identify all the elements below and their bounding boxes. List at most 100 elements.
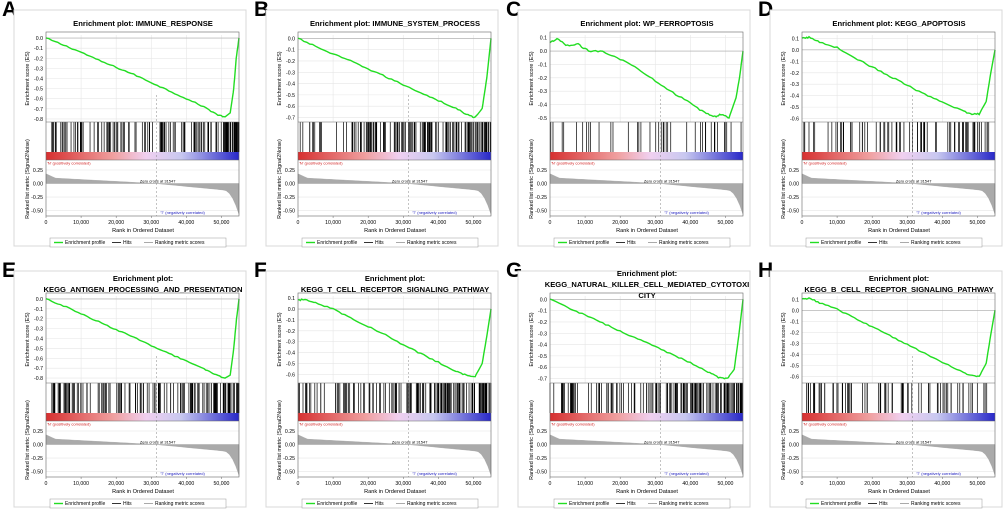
metric-tick-label: 0.00 bbox=[789, 443, 799, 449]
rank-color-bar bbox=[802, 152, 995, 160]
y-axis-label-metric: Ranked list metric (Signal2Noise) bbox=[529, 400, 535, 480]
negative-correlation-label: 'T' (negatively correlated) bbox=[664, 471, 709, 476]
legend-hits-label: Hits bbox=[123, 501, 132, 507]
legend-profile-label: Enrichment profile bbox=[569, 240, 610, 246]
es-tick-label: -0.4 bbox=[538, 343, 547, 349]
es-tick-label: -0.2 bbox=[790, 71, 799, 77]
x-tick-label: 10,000 bbox=[325, 481, 341, 487]
metric-tick-label: 0.00 bbox=[285, 182, 295, 188]
legend-box bbox=[553, 498, 731, 509]
metric-tick-label: -0.25 bbox=[787, 456, 799, 462]
metric-tick-label: -0.50 bbox=[283, 470, 295, 476]
metric-tick-label: -0.50 bbox=[787, 209, 799, 215]
plot-frame bbox=[801, 31, 996, 217]
panel-letter: B bbox=[254, 0, 270, 21]
x-tick-label: 0 bbox=[45, 220, 48, 226]
y-axis-label-es: Enrichment score (ES) bbox=[781, 312, 787, 366]
metric-tick-label: 0.00 bbox=[789, 182, 799, 188]
metric-tick-label: -0.25 bbox=[283, 195, 295, 201]
legend-hits-label: Hits bbox=[375, 240, 384, 246]
rank-color-bar bbox=[550, 152, 743, 160]
x-tick-label: 40,000 bbox=[934, 481, 950, 487]
enrichment-chart: Enrichment plot: KEGG_B_CELL_RECEPTOR_SIG… bbox=[769, 270, 1003, 509]
es-tick-label: 0.0 bbox=[792, 308, 799, 314]
enrichment-chart: Enrichment plot: KEGG_NATURAL_KILLER_CELL… bbox=[517, 269, 751, 509]
x-tick-label: 30,000 bbox=[899, 220, 915, 226]
rank-color-bar bbox=[802, 413, 995, 421]
gsea-panel-e: E Enrichment plot: KEGG_ANTIGEN_PROCESSING… bbox=[0, 259, 252, 522]
legend-box bbox=[49, 237, 227, 248]
y-axis-label-metric: Ranked list metric (Signal2Noise) bbox=[781, 139, 787, 219]
metric-tick-label: 0.00 bbox=[33, 443, 43, 449]
hits-group bbox=[806, 383, 988, 413]
x-tick-label: 10,000 bbox=[577, 220, 593, 226]
metric-tick-label: 0.00 bbox=[537, 443, 547, 449]
gsea-panel-f: F Enrichment plot: KEGG_T_CELL_RECEPTOR_SI… bbox=[252, 259, 504, 522]
hits-group bbox=[550, 122, 742, 152]
chart-title-line: Enrichment plot: KEGG_APOPTOSIS bbox=[832, 19, 965, 28]
x-tick-label: 10,000 bbox=[829, 481, 845, 487]
metric-tick-label: -0.25 bbox=[283, 456, 295, 462]
x-axis-label: Rank in Ordered Dataset bbox=[868, 228, 930, 234]
zero-cross-label: Zero cross at 31547 bbox=[896, 178, 932, 183]
rank-color-bar bbox=[298, 413, 491, 421]
es-tick-label: -0.5 bbox=[790, 363, 799, 369]
gsea-panel-g: G Enrichment plot: KEGG_NATURAL_KILLER_CEL… bbox=[504, 259, 756, 522]
es-tick-label: -0.4 bbox=[34, 337, 43, 343]
legend-box bbox=[553, 237, 731, 248]
x-tick-label: 50,000 bbox=[970, 220, 986, 226]
hits-group bbox=[549, 383, 743, 413]
x-axis-label: Rank in Ordered Dataset bbox=[364, 489, 426, 495]
es-tick-label: -0.2 bbox=[34, 317, 43, 323]
x-tick-label: 20,000 bbox=[108, 220, 124, 226]
gsea-panel-c: C Enrichment plot: WP_FERROPTOSIS 0.1 0.0 -0… bbox=[504, 0, 756, 261]
enrichment-profile-line bbox=[45, 298, 240, 379]
positive-correlation-label: 'N' (positively correlated) bbox=[551, 422, 595, 427]
chart-title-line: Enrichment plot: IMMUNE_RESPONSE bbox=[73, 19, 213, 28]
es-tick-label: -0.4 bbox=[538, 103, 547, 109]
es-tick-label: -0.1 bbox=[538, 62, 547, 68]
chart-background bbox=[265, 9, 499, 247]
metric-tick-label: 0.25 bbox=[285, 429, 295, 435]
metric-tick-label: 0.25 bbox=[33, 168, 43, 174]
y-axis-label-metric: Ranked list metric (Signal2Noise) bbox=[25, 400, 31, 480]
ranking-metric-area bbox=[45, 434, 240, 476]
panel-letter: F bbox=[254, 259, 267, 282]
positive-correlation-label: 'N' (positively correlated) bbox=[803, 422, 847, 427]
gsea-panel-d: D Enrichment plot: KEGG_APOPTOSIS 0.1 0.0 -0… bbox=[756, 0, 1008, 261]
rank-color-bar bbox=[46, 152, 239, 160]
legend-profile-label: Enrichment profile bbox=[65, 240, 106, 246]
metric-tick-label: -0.50 bbox=[535, 209, 547, 215]
plot-frame bbox=[801, 292, 996, 478]
legend-hits-label: Hits bbox=[879, 240, 888, 246]
es-tick-label: 0.1 bbox=[792, 36, 799, 42]
negative-correlation-label: 'T' (negatively correlated) bbox=[160, 210, 205, 215]
es-tick-label: -0.5 bbox=[34, 87, 43, 93]
x-axis-label: Rank in Ordered Dataset bbox=[364, 228, 426, 234]
x-tick-label: 20,000 bbox=[612, 481, 628, 487]
metric-tick-label: -0.25 bbox=[31, 456, 43, 462]
chart-title-line: KEGG_NATURAL_KILLER_CELL_MEDIATED_CYTOTO… bbox=[545, 280, 750, 289]
es-tick-label: -0.7 bbox=[286, 115, 295, 121]
x-axis-label: Rank in Ordered Dataset bbox=[616, 489, 678, 495]
x-tick-label: 0 bbox=[801, 220, 804, 226]
es-tick-label: -0.3 bbox=[34, 327, 43, 333]
y-axis-label-es: Enrichment score (ES) bbox=[781, 51, 787, 105]
metric-tick-label: 0.00 bbox=[537, 182, 547, 188]
es-tick-label: -0.3 bbox=[538, 331, 547, 337]
es-tick-label: 0.0 bbox=[792, 48, 799, 54]
es-tick-label: -0.4 bbox=[790, 352, 799, 358]
es-tick-label: -0.1 bbox=[286, 48, 295, 54]
chart-title-line: Enrichment plot: bbox=[365, 274, 425, 283]
es-tick-label: 0.0 bbox=[540, 297, 547, 303]
metric-tick-label: 0.25 bbox=[33, 429, 43, 435]
es-tick-label: -0.2 bbox=[286, 59, 295, 65]
y-axis-label-es: Enrichment score (ES) bbox=[529, 51, 535, 105]
es-tick-label: -0.5 bbox=[790, 105, 799, 111]
x-tick-label: 10,000 bbox=[325, 220, 341, 226]
metric-tick-label: 0.00 bbox=[285, 443, 295, 449]
negative-correlation-label: 'T' (negatively correlated) bbox=[916, 210, 961, 215]
es-tick-label: -0.7 bbox=[538, 376, 547, 382]
y-axis-label-es: Enrichment score (ES) bbox=[277, 51, 283, 105]
panel-letter: H bbox=[758, 259, 774, 282]
